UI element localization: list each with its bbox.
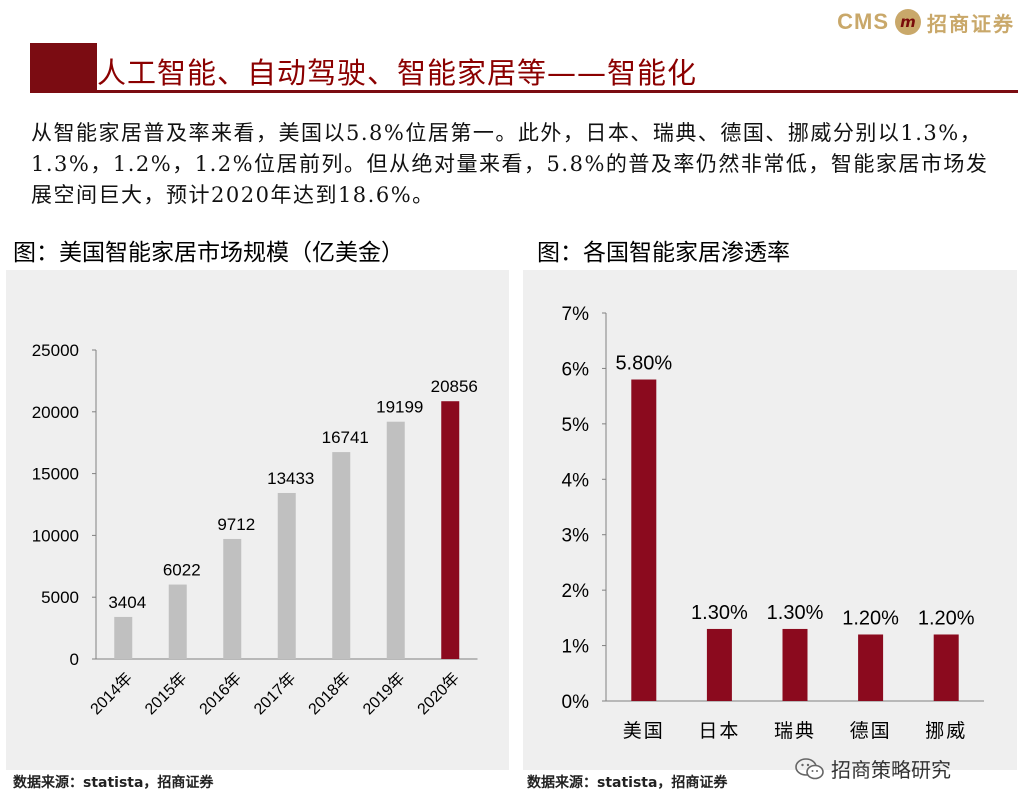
x-tick-label: 德国 [850, 720, 892, 742]
y-tick-label: 5% [562, 415, 590, 436]
summary-paragraph: 从智能家居普及率来看，美国以5.8%位居第一。此外，日本、瑞典、德国、挪威分别以… [31, 121, 989, 207]
x-tick-label: 挪威 [925, 720, 967, 742]
data-label: 5.80% [615, 353, 672, 375]
left-chart-source: 数据来源：statista，招商证券 [13, 775, 214, 791]
x-tick-label: 美国 [623, 720, 665, 742]
data-label: 1.20% [918, 607, 975, 629]
x-tick-label: 2016年 [196, 669, 245, 718]
left-chart-panel: 0 5000 10000 15000 20000 25000 3404 2014年 6022 20… [6, 270, 509, 770]
title-accent-block [30, 43, 97, 93]
data-label: 1.30% [767, 602, 824, 624]
data-label: 19199 [376, 398, 423, 417]
x-tick-label: 瑞典 [774, 720, 816, 742]
y-tick-label: 15000 [32, 465, 79, 484]
data-label: 3404 [108, 593, 146, 612]
bar [631, 379, 657, 701]
x-tick-label: 2015年 [141, 669, 190, 718]
logo-cms-text: CMS [837, 9, 889, 34]
wechat-icon [795, 757, 825, 780]
y-tick-label: 7% [562, 304, 590, 325]
right-chart-source: 数据来源：statista，招商证券 [527, 775, 728, 791]
data-label: 13433 [267, 469, 314, 488]
y-tick-label: 20000 [32, 403, 79, 422]
bar [858, 634, 884, 701]
watermark-text: 招商策略研究 [831, 758, 951, 782]
y-tick-label: 5000 [41, 588, 79, 607]
wechat-watermark: 招商策略研究 [795, 754, 951, 783]
data-label: 6022 [163, 561, 201, 580]
x-tick-label: 2018年 [305, 669, 354, 718]
bar [782, 628, 808, 701]
y-tick-label: 0% [562, 692, 590, 713]
y-tick-label: 2% [562, 581, 590, 602]
y-tick-label: 1% [562, 637, 590, 658]
data-label: 20856 [431, 377, 478, 396]
y-tick-label: 4% [562, 470, 590, 491]
x-tick-label: 2020年 [414, 669, 463, 718]
y-tick-label: 6% [562, 359, 590, 380]
x-tick-label: 2017年 [250, 669, 299, 718]
smart-home-penetration-chart: 0% 1% 2% 3% 4% 5% 6% 7% 5.80% 美国 1.30% 日本 1.30% 瑞典 1.2… [562, 304, 984, 742]
y-tick-label: 10000 [32, 526, 79, 545]
bar [386, 421, 405, 659]
title-underline [97, 90, 1018, 93]
logo-cn-text: 招商证券 [927, 11, 1015, 36]
data-label: 16741 [322, 428, 369, 447]
data-label: 1.30% [691, 602, 748, 624]
bar [277, 492, 296, 659]
left-chart-caption: 图：美国智能家居市场规模（亿美金） [13, 240, 404, 266]
bar [706, 628, 732, 701]
bar [441, 401, 460, 659]
bar [332, 452, 351, 659]
bar [168, 584, 187, 659]
x-tick-label: 2019年 [359, 669, 408, 718]
logo-mark-icon: m [895, 9, 921, 35]
y-tick-label: 25000 [32, 341, 79, 360]
brand-logo: CMS m 招商证券 [837, 6, 1015, 38]
us-smart-home-market-chart: 0 5000 10000 15000 20000 25000 3404 2014年 6022 20… [32, 341, 478, 718]
bar [223, 538, 242, 659]
page-title: 人工智能、自动驾驶、智能家居等——智能化 [97, 56, 698, 90]
x-tick-label: 2014年 [87, 669, 136, 718]
right-chart-panel: 0% 1% 2% 3% 4% 5% 6% 7% 5.80% 美国 1.30% 日本 1.30% 瑞典 1.2… [523, 270, 1017, 770]
right-chart-caption: 图：各国智能家居渗透率 [537, 240, 790, 266]
bar [114, 616, 133, 659]
y-tick-label: 0 [70, 650, 79, 669]
data-label: 9712 [217, 515, 255, 534]
y-tick-label: 3% [562, 526, 590, 547]
x-tick-label: 日本 [698, 720, 740, 742]
data-label: 1.20% [842, 607, 899, 629]
bar [933, 634, 959, 701]
